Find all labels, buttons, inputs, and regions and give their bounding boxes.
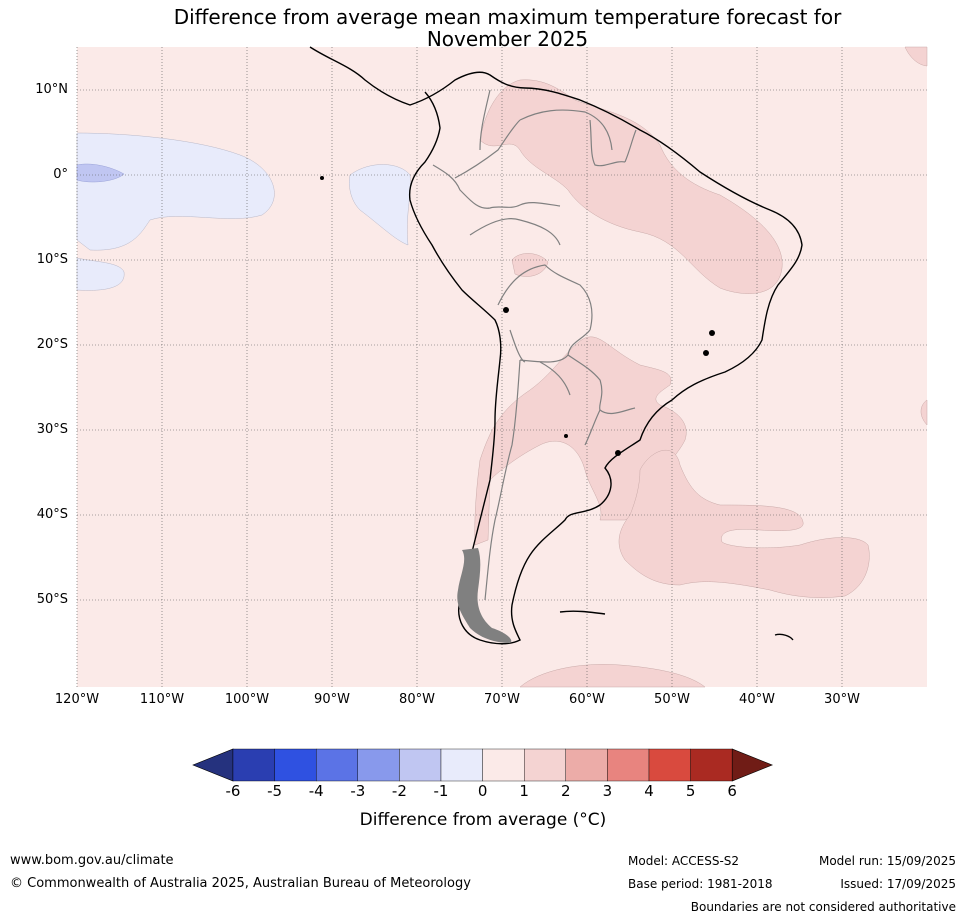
colorbar-tick-label: 0 xyxy=(477,782,488,800)
colorbar-segment xyxy=(607,748,650,782)
footer-issued: Issued: 17/09/2025 xyxy=(840,877,956,891)
colorbar-segment xyxy=(648,748,691,782)
islands xyxy=(320,176,715,456)
gridlines xyxy=(76,47,927,687)
lat-label-30s: 30°S xyxy=(36,422,68,437)
colorbar-segment xyxy=(399,748,442,782)
colorbar-extend-high xyxy=(731,748,774,782)
lon-label-120w: 120°W xyxy=(54,692,100,707)
colorbar-tick-label: 2 xyxy=(561,782,571,800)
colorbar-segment xyxy=(482,748,525,782)
lat-label-40s: 40°S xyxy=(36,507,68,522)
chart-title-line-2: November 2025 xyxy=(426,27,589,51)
colorbar-tick-label: 3 xyxy=(602,782,613,800)
warm-anomaly-region-east xyxy=(920,399,928,426)
lon-label-100w: 100°W xyxy=(224,692,270,707)
colorbar-segment xyxy=(440,748,483,782)
colorbar xyxy=(192,748,774,782)
lat-label-10n: 10°N xyxy=(35,82,68,97)
chilean-fjords xyxy=(457,548,512,643)
colorbar-segment xyxy=(524,748,567,782)
footer-base-period: Base period: 1981-2018 xyxy=(628,877,773,891)
lat-label-50s: 50°S xyxy=(36,592,68,607)
country-borders xyxy=(432,89,637,601)
lat-label-0: 0° xyxy=(53,167,68,182)
cool-anomaly-region-coast xyxy=(349,164,411,246)
colder-anomaly-patch xyxy=(76,163,125,183)
colorbar-segment xyxy=(565,748,608,782)
colorbar-tick-label: 6 xyxy=(727,782,737,800)
cool-anomaly-region-pacific-south xyxy=(76,257,125,291)
footer-model: Model: ACCESS-S2 xyxy=(628,854,740,868)
lon-label-90w: 90°W xyxy=(314,692,350,707)
colorbar-segment xyxy=(690,748,733,782)
lon-label-70w: 70°W xyxy=(484,692,520,707)
cool-anomaly-region-pacific xyxy=(76,132,275,251)
lat-label-10s: 10°S xyxy=(36,252,68,267)
colorbar-tick-label: -5 xyxy=(267,782,283,800)
coastline xyxy=(309,46,803,645)
colorbar-tick-label: -1 xyxy=(433,782,449,800)
colorbar-tick-label: -6 xyxy=(225,782,241,800)
footer-model-run: Model run: 15/09/2025 xyxy=(818,854,956,868)
colorbar-segment xyxy=(315,748,358,782)
colorbar-segment xyxy=(232,748,275,782)
footer-copyright: © Commonwealth of Australia 2025, Austra… xyxy=(10,876,471,891)
warm-anomaly-region-north xyxy=(479,79,783,294)
colorbar-segment xyxy=(357,748,400,782)
chart-title-line-1: Difference from average mean maximum tem… xyxy=(173,5,842,29)
colorbar-tick-label: 1 xyxy=(519,782,529,800)
lon-label-80w: 80°W xyxy=(399,692,435,707)
colorbar-extend-low xyxy=(192,748,234,782)
lon-label-50w: 50°W xyxy=(654,692,690,707)
lon-label-30w: 30°W xyxy=(824,692,860,707)
lon-label-110w: 110°W xyxy=(139,692,185,707)
colorbar-tick-label: -2 xyxy=(391,782,407,800)
lat-label-20s: 20°S xyxy=(36,337,68,352)
footer-website: www.bom.gov.au/climate xyxy=(10,853,174,868)
warm-anomaly-region-southern-ocean xyxy=(519,664,706,688)
colorbar-tick-label: -4 xyxy=(308,782,324,800)
lon-label-40w: 40°W xyxy=(739,692,775,707)
warm-anomaly-region-northeast xyxy=(904,46,928,67)
forecast-map xyxy=(76,46,928,688)
colorbar-segment xyxy=(274,748,317,782)
lon-label-60w: 60°W xyxy=(569,692,605,707)
warm-anomaly-region-south xyxy=(474,336,687,546)
colorbar-tick-label: 5 xyxy=(685,782,696,800)
warm-anomaly-region-amazon xyxy=(511,253,549,277)
colorbar-tick-label: -3 xyxy=(350,782,366,800)
footer-disclaimer: Boundaries are not considered authoritat… xyxy=(690,900,956,914)
colorbar-tick-label: 4 xyxy=(644,782,654,800)
colorbar-label: Difference from average (°C) xyxy=(359,810,607,830)
warm-anomaly-region-south-atlantic xyxy=(618,449,870,598)
